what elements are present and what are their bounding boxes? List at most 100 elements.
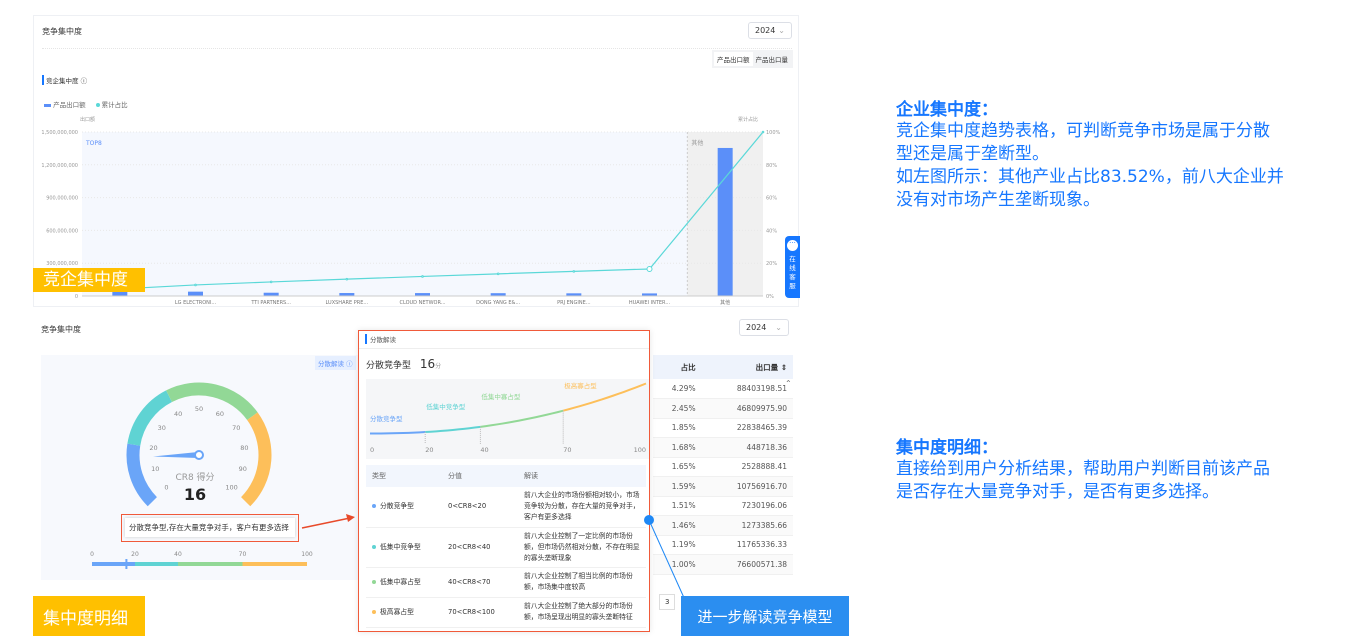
bar <box>490 293 506 296</box>
table-row[interactable]: 1.59% 10756916.70 <box>653 476 793 497</box>
y-axis-label: 出口额 <box>80 116 95 123</box>
region-label-top8: TOP8 <box>85 140 102 147</box>
range-cell: 0<CR8<20 <box>442 487 518 528</box>
x-tick: CLOUD NETWOR... <box>399 300 445 306</box>
concentration-curve: 0 20 40 70 100 分散竞争型 低集中竞争型 低集中寡占型 极高寡占型 <box>366 379 649 459</box>
x-tick: TTI PARTNERS... <box>250 300 291 306</box>
interpretation-row: 极高寡占型 70<CR8<100 前八大企业控制了绝大部分的市场份额，市场呈现出明显… <box>366 597 646 628</box>
cell-export-volume: 88403198.51 <box>701 379 793 399</box>
curve-segment <box>562 382 647 412</box>
table-row[interactable]: 4.29% 88403198.51 <box>653 379 793 399</box>
column-export-volume[interactable]: 出口量 ⇕ <box>701 355 793 379</box>
divider <box>359 348 649 349</box>
connector-line <box>644 515 686 601</box>
desc-cell: 前八大企业控制了绝大部分的市场份额，市场呈现出明显的寡头垄断特征 <box>518 597 646 628</box>
gauge-segment <box>126 443 158 507</box>
table-row[interactable]: 1.00% 76600571.38 <box>653 554 793 575</box>
type-label: 分散竞争型 <box>380 502 414 511</box>
y2-tick: 100% <box>766 130 781 136</box>
legend-bar[interactable]: 产品出口额 <box>44 99 86 109</box>
range-bar-tick: 0 <box>90 551 94 558</box>
type-dot <box>372 579 376 584</box>
gauge-tick: 50 <box>195 405 203 413</box>
x-tick: PRJ ENGINE... <box>557 300 591 306</box>
cell-export-volume: 2528888.41 <box>701 457 793 477</box>
line-point <box>194 283 197 287</box>
bar <box>263 292 279 296</box>
table-row[interactable]: 1.19% 11765336.33 <box>653 535 793 555</box>
chevron-down-icon: ⌄ <box>775 323 782 332</box>
toggle-export-value[interactable]: 产品出口额 <box>714 52 753 66</box>
interpretation-row: 分散竞争型 0<CR8<20 前八大企业的市场份额相对较小，市场竞争较为分散，存在大… <box>366 487 646 528</box>
note-line: 没有对市场产生垄断现象。 <box>896 190 1100 210</box>
table-row[interactable]: 1.65% 2528888.41 <box>653 457 793 477</box>
column-share: 占比 <box>653 355 702 379</box>
line-point <box>572 270 576 273</box>
info-circle-icon[interactable]: ⓘ <box>80 77 88 85</box>
table-row[interactable]: 1.51% 7230196.06 <box>653 496 793 516</box>
gauge-segment <box>240 412 272 507</box>
year-select[interactable]: 2024 ⌄ <box>739 319 789 336</box>
chart-legend: 产品出口额 累计占比 <box>44 99 128 109</box>
badge-concentration-detail: 集中度明细 <box>33 596 145 636</box>
gauge-tick: 20 <box>149 444 157 452</box>
range-cell: 40<CR8<70 <box>442 567 518 598</box>
curve-segment <box>425 425 481 434</box>
curve-tick: 100 <box>634 446 646 454</box>
y2-tick: 80% <box>766 163 777 169</box>
online-service-widget[interactable]: ··· 在线客服 <box>785 236 800 298</box>
interpretation-popup: 分散解读 分散竞争型 16分 0 20 40 70 100 分散竞争型 低集中竞争型 低集中寡… <box>358 330 650 632</box>
table-scrollbar[interactable]: ⌃ <box>785 379 792 388</box>
x-tick: DONG YANG E&... <box>476 300 521 306</box>
gauge-tick: 90 <box>239 465 247 473</box>
cell-share: 4.29% <box>653 379 702 399</box>
bar <box>339 293 355 296</box>
curve-tick: 20 <box>425 446 433 454</box>
range-cell: 70<CR8<100 <box>442 597 518 628</box>
section-title-text: 竞企集中度 <box>46 77 79 85</box>
table-row[interactable]: 2.45% 46809975.90 <box>653 398 793 419</box>
arrow-icon <box>301 514 355 529</box>
note-line: 直接给到用户分析结果，帮助用户判断目前该产品 <box>896 459 1270 479</box>
y-tick: 1,500,000,000 <box>41 130 78 136</box>
cell-export-volume: 1273385.66 <box>701 515 793 536</box>
y-tick: 600,000,000 <box>46 228 78 234</box>
data-table: 占比 出口量 ⇕ 4.29% 88403198.51 2.45% 46809975.90… <box>653 355 793 575</box>
range-bar-tick: 100 <box>301 551 313 558</box>
line-point <box>421 275 424 278</box>
gauge-tick: 30 <box>158 424 166 432</box>
note-heading: 集中度明细： <box>896 438 998 458</box>
popup-result: 分散竞争型 16分 <box>366 357 442 371</box>
toggle-export-volume[interactable]: 产品出口量 <box>755 56 789 64</box>
type-dot <box>372 504 376 509</box>
cell-share: 1.68% <box>653 437 702 458</box>
pagination-page-3[interactable]: 3 <box>659 594 676 610</box>
gauge-segment <box>166 382 258 421</box>
cr8-gauge: 0 10 20 30 40 50 60 70 80 90 100 CR8 得分 16 0 20 40 70 100 <box>90 382 313 569</box>
curve-tick: 0 <box>370 446 374 454</box>
table-row[interactable]: 1.85% 22838465.39 <box>653 418 793 438</box>
legend-line[interactable]: 累计占比 <box>95 99 128 109</box>
range-bar-segment <box>135 562 178 566</box>
year-select[interactable]: 2024 ⌄ <box>748 22 792 39</box>
table-row[interactable]: 1.46% 1273385.66 <box>653 515 793 536</box>
range-bar-tick: 40 <box>174 551 182 558</box>
gauge-tick: 60 <box>216 410 224 418</box>
cell-export-volume: 22838465.39 <box>701 418 793 438</box>
metric-toggle: 产品出口额 产品出口量 <box>712 50 793 68</box>
bar <box>415 293 430 296</box>
col-range: 分值 <box>442 465 518 487</box>
top8-region <box>82 132 688 296</box>
range-bar-marker <box>125 559 128 569</box>
curve-label: 分散竞争型 <box>370 414 403 423</box>
interpretation-button[interactable]: 分散解读 ⓘ <box>315 356 356 370</box>
gauge-tooltip: 分散竞争型,存在大量竞争对手，客户有更多选择 <box>121 514 299 542</box>
table-row[interactable]: 1.68% 448718.36 <box>653 437 793 458</box>
line-point <box>496 272 500 276</box>
range-bar-segment <box>92 562 135 566</box>
col-desc: 解读 <box>518 465 646 487</box>
curve-tick: 40 <box>480 446 488 454</box>
note-enterprise-concentration: 企业集中度： 竞企集中度趋势表格，可判断竞争市场是属于分散 型还是属于垄断型。 … <box>896 95 1284 212</box>
line-point <box>646 265 653 272</box>
type-cell: 低集中竞争型 <box>366 527 442 568</box>
